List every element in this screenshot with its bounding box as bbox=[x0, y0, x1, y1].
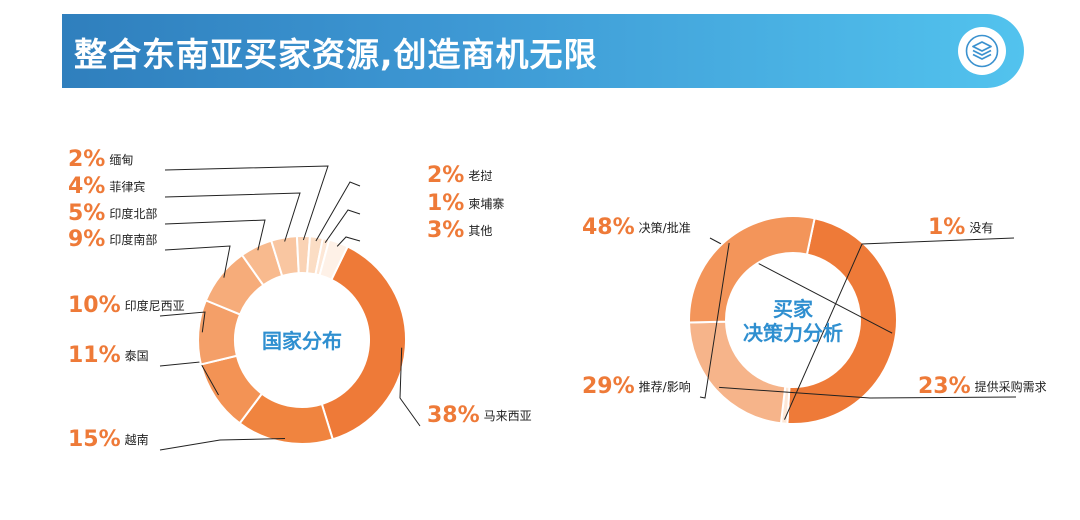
value-label-印度尼西亚: 10% bbox=[68, 293, 121, 318]
leader-line-推荐-影响 bbox=[699, 242, 730, 399]
chart-center-title-1-line-1: 国家分布 bbox=[262, 329, 342, 353]
value-label-印度北部: 5% bbox=[68, 201, 105, 226]
leader-line-缅甸 bbox=[164, 165, 329, 241]
value-label-推荐-影响: 29% bbox=[582, 374, 635, 399]
category-label-泰国: 泰国 bbox=[125, 349, 149, 363]
leader-line-越南 bbox=[159, 438, 285, 451]
category-label-柬埔寨: 柬埔寨 bbox=[468, 196, 504, 211]
header-banner: 整合东南亚买家资源,创造商机无限 bbox=[62, 14, 1024, 88]
category-label-马来西亚: 马来西亚 bbox=[484, 409, 532, 423]
category-label-印度北部: 印度北部 bbox=[109, 206, 157, 221]
category-label-其他: 其他 bbox=[468, 224, 492, 238]
leader-line-柬埔寨 bbox=[324, 209, 361, 244]
category-label-提供采购需求: 提供采购需求 bbox=[975, 379, 1047, 394]
donut-chart-1: 38% 马来西亚 15% 越南 11% 泰国 10% 印度尼西亚 9% 印度南部 5% 印度北部 4% 菲… bbox=[68, 147, 532, 452]
value-label-决策-批准: 48% bbox=[582, 215, 635, 240]
chart-center-title-2-line-2: 决策力分析 bbox=[743, 321, 843, 345]
leader-line-印度北部 bbox=[164, 219, 266, 251]
category-label-越南: 越南 bbox=[125, 432, 149, 447]
leader-line-没有 bbox=[784, 237, 1015, 420]
stack-layers-icon[interactable] bbox=[958, 27, 1006, 75]
leader-line-印度南部 bbox=[164, 245, 231, 278]
category-label-推荐-影响: 推荐/影响 bbox=[639, 379, 691, 394]
leader-line-提供采购需求 bbox=[719, 386, 1017, 399]
chart-center-title-2-line-1: 买家 bbox=[773, 297, 814, 321]
category-label-老挝: 老挝 bbox=[468, 169, 492, 183]
value-label-柬埔寨: 1% bbox=[427, 191, 464, 216]
value-label-越南: 15% bbox=[68, 427, 121, 452]
leader-line-马来西亚 bbox=[399, 347, 421, 427]
value-label-没有: 1% bbox=[928, 215, 965, 240]
leader-line-老挝 bbox=[315, 181, 361, 242]
page-title: 整合东南亚买家资源,创造商机无限 bbox=[74, 35, 598, 74]
category-label-没有: 没有 bbox=[969, 220, 993, 235]
leader-line-菲律宾 bbox=[164, 192, 301, 242]
value-label-老挝: 2% bbox=[427, 163, 464, 188]
category-label-印度尼西亚: 印度尼西亚 bbox=[125, 298, 185, 313]
value-label-马来西亚: 38% bbox=[427, 403, 480, 428]
leader-line-其他 bbox=[336, 236, 361, 247]
slice-马来西亚 bbox=[320, 245, 407, 441]
value-label-菲律宾: 4% bbox=[68, 174, 105, 199]
category-label-印度南部: 印度南部 bbox=[109, 232, 157, 247]
category-label-决策-批准: 决策/批准 bbox=[639, 220, 691, 235]
slice-决策-批准 bbox=[786, 217, 898, 425]
value-label-提供采购需求: 23% bbox=[918, 374, 971, 399]
value-label-泰国: 11% bbox=[68, 343, 121, 368]
value-label-印度南部: 9% bbox=[68, 227, 105, 252]
slice-其他 bbox=[318, 238, 349, 282]
value-label-其他: 3% bbox=[427, 218, 464, 243]
leader-line-印度尼西亚 bbox=[159, 311, 206, 333]
value-label-缅甸: 2% bbox=[68, 147, 105, 172]
category-label-菲律宾: 菲律宾 bbox=[109, 179, 145, 194]
category-label-缅甸: 缅甸 bbox=[109, 153, 133, 167]
